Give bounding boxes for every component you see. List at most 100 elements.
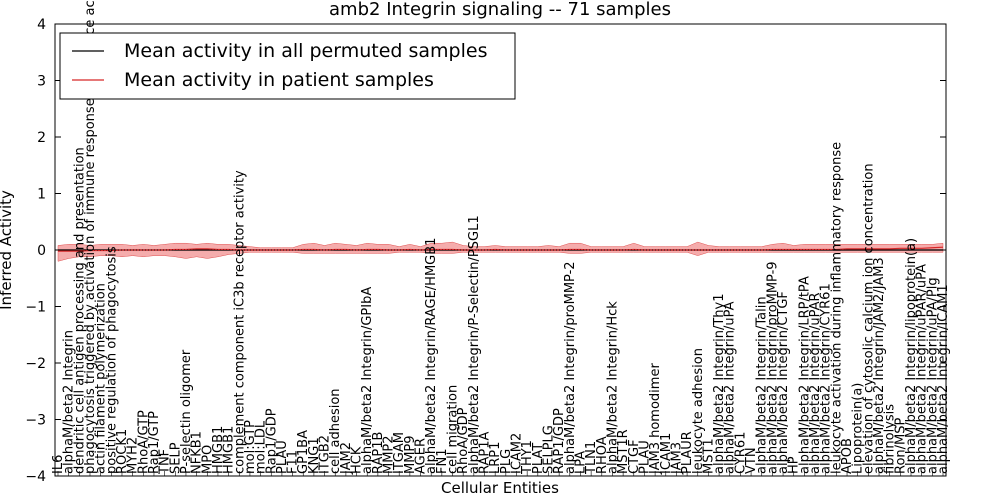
x-category-label: alphaM/beta2 Integrin/RAGE/HMGB1 xyxy=(424,238,439,474)
x-category-label: ICAM2 xyxy=(509,433,524,474)
x-category-label: HP xyxy=(787,456,802,474)
x-category-label: alphaM/beta2 Integrin/JAM2/JAM3 xyxy=(872,257,887,474)
x-category-label: PLAU xyxy=(275,440,290,474)
y-axis: −4 −3 −2 −1 0 1 2 3 4 xyxy=(25,17,946,485)
x-category-label: RAP1B xyxy=(371,432,386,474)
x-category-label: RhoA/GTP xyxy=(136,410,151,474)
x-category-label: LRP1 xyxy=(488,442,503,474)
x-category-label: alphaM/beta2 Integrin/Hck xyxy=(605,301,620,474)
x-axis-title: Cellular Entities xyxy=(441,479,559,497)
x-category-label: alphaM/beta2 Integrin/P-Selectin/PSGL1 xyxy=(467,215,482,474)
chart-title: amb2 Integrin signaling -- 71 samples xyxy=(329,0,671,20)
y-tick-label: 0 xyxy=(37,243,46,259)
x-category-label: Lipoprotein(a) xyxy=(851,383,866,474)
x-category-label: JAM2 xyxy=(339,442,354,475)
x-category-label: alphaM/beta2 Integrin/GPIbA xyxy=(360,287,375,474)
x-category-label: JAM3 homodimer xyxy=(648,363,663,475)
x-category-label: KNG1 xyxy=(307,437,322,474)
x-category-label: fibrinolysis xyxy=(883,404,898,474)
y-tick-label: −4 xyxy=(25,469,46,485)
legend: Mean activity in all permuted samples Me… xyxy=(59,32,516,100)
x-category-label: APOB xyxy=(840,438,855,474)
x-category-label: complement component iC3b receptor activ… xyxy=(232,170,247,474)
x-category-label: alphaM/beta2 Integrin/proMMP-2 xyxy=(563,261,578,474)
x-category-label: alphaM/beta2 Integrin/lipoprotein(a) xyxy=(904,238,919,474)
x-category-label: PLAUR xyxy=(680,431,695,474)
series-line-patient xyxy=(58,246,944,252)
x-category-label: mol:GTP xyxy=(243,420,258,474)
x-category-label: alphaM/beta2 Integrin/uPA xyxy=(723,301,738,474)
patient-band xyxy=(57,241,944,262)
y-tick-label: 2 xyxy=(37,130,46,146)
x-category-label: PLAU xyxy=(637,440,652,474)
x-category-label: MYH2 xyxy=(126,437,141,474)
x-category-label: RhoA/GDP xyxy=(456,407,471,474)
x-category-label: alphaM/beta2 Integrin/CYR61 xyxy=(819,283,834,474)
x-category-label: alphaM/beta2 Integrin/uPAR xyxy=(808,292,823,474)
x-category-label: positive regulation of phagocytosis xyxy=(104,246,119,474)
x-category-label: GP1BA xyxy=(296,430,311,474)
x-category-label: ITGB2 xyxy=(318,435,333,474)
x-category-label: CYR61 xyxy=(733,432,748,474)
x-category-label: TNF xyxy=(158,449,173,475)
x-category-label: alphaM/beta2 Integrin/uPAR/uPA xyxy=(915,264,930,474)
x-category-label: mol:LDL xyxy=(254,420,269,474)
x-category-label: dendritic cell antigen processing and pr… xyxy=(72,147,87,474)
x-category-label: TLN1 xyxy=(584,441,599,475)
x-category-label: RAP1/GDP xyxy=(552,408,567,474)
legend-box xyxy=(59,32,516,100)
x-category-label: ITGAM xyxy=(392,432,407,474)
y-tick-label: 1 xyxy=(37,187,46,203)
x-category-label: FN1 xyxy=(435,449,450,474)
x-category-label: RHOA xyxy=(595,436,610,474)
x-category-label: HMGB1 xyxy=(222,426,237,474)
x-category-label: THY1 xyxy=(520,440,535,475)
x-category-label: PLAT xyxy=(531,443,546,474)
y-tick-label: −2 xyxy=(25,356,46,372)
x-category-label: Rap1/GTP xyxy=(147,411,162,474)
x-category-label: ICAM1 xyxy=(659,433,674,474)
x-category-label: SELPLG xyxy=(541,425,556,474)
x-category-label: NFKB1 xyxy=(190,431,205,474)
x-category-label: alphaM/beta2 Integrin/proMMP-9 xyxy=(765,261,780,474)
x-category-label: JAM3 xyxy=(669,442,684,475)
x-category-label: ROCK1 xyxy=(115,429,130,474)
x-category-label: alphaM/beta2 Integrin/CTGF xyxy=(776,291,791,474)
x-category-label: HMGB1 xyxy=(211,426,226,474)
x-category-label: alphaM/beta2 Integrin/Thy1 xyxy=(712,294,727,475)
x-category-label: alphaM/beta2 Integrin/ICAM1 xyxy=(936,284,951,474)
y-tick-label: −3 xyxy=(25,413,46,429)
x-category-label: HCK xyxy=(350,446,365,474)
x-category-label: PLG xyxy=(499,449,514,474)
x-category-label: CTGF xyxy=(627,439,642,474)
x-category-label: alphaM/beta2 Integrin xyxy=(62,330,77,474)
x-category-label: phagocytosis triggered by activation of … xyxy=(83,0,98,474)
y-tick-label: 3 xyxy=(37,74,46,90)
x-category-label: actin filament polymerization xyxy=(94,283,109,474)
x-category-label: alphaM/beta2 Integrin/uPA/Plg xyxy=(925,277,940,474)
x-category-label: MST1 xyxy=(701,438,716,474)
x-category-label: VTN xyxy=(744,447,759,474)
x-category-label: Rap1/GDP xyxy=(264,408,279,474)
x-category-label: P-selectin oligomer xyxy=(179,349,194,474)
y-tick-label: 4 xyxy=(37,17,46,33)
x-category-label: leukocyte activation during inflammatory… xyxy=(829,142,844,474)
y-tick-label: −1 xyxy=(25,300,46,316)
x-category-label: MMP9 xyxy=(403,435,418,474)
x-category-label: leukocyte adhesion xyxy=(691,348,706,474)
x-category-label: alphaM/beta2 Integrin/Talin xyxy=(755,296,770,474)
x-category-label: AGER xyxy=(414,438,429,474)
y-axis-title: Inferred Activity xyxy=(0,190,15,310)
x-category-label: MMP2 xyxy=(382,435,397,474)
x-category-label: cell adhesion xyxy=(328,388,343,474)
x-category-label: cell migration xyxy=(446,385,461,474)
plot-area xyxy=(55,241,946,262)
x-category-label: LPA xyxy=(573,451,588,474)
x-category-label: IL6 xyxy=(51,455,66,474)
x-category-label: MPO xyxy=(200,445,215,474)
legend-label-patient: Mean activity in patient samples xyxy=(124,69,434,91)
x-category-label: Ron/MSP xyxy=(893,418,908,474)
x-category-label: alphaM/beta2 Integrin/LRP/tPA xyxy=(797,276,812,474)
